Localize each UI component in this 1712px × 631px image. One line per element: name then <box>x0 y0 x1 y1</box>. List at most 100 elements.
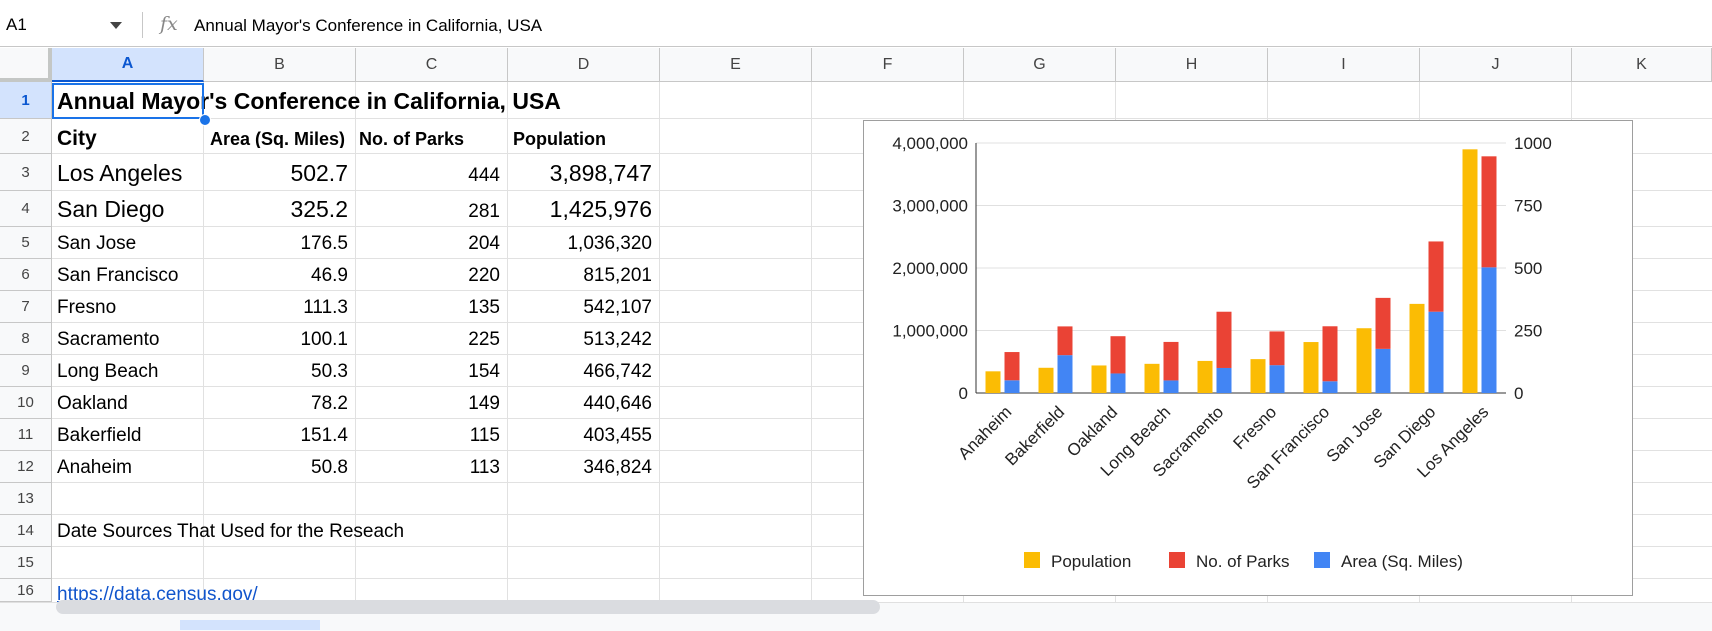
formula-input[interactable]: Annual Mayor's Conference in California,… <box>194 16 543 35</box>
cell-population[interactable]: 440,646 <box>583 393 652 414</box>
cell-population[interactable]: 815,201 <box>583 265 652 286</box>
column-header-d[interactable]: D <box>508 48 660 82</box>
row-header-1[interactable]: 1 <box>0 82 52 119</box>
row-header-9[interactable]: 9 <box>0 355 52 387</box>
cell-city[interactable]: Sacramento <box>57 329 160 350</box>
legend-label: No. of Parks <box>1196 552 1290 571</box>
row-header-6[interactable]: 6 <box>0 259 52 291</box>
cell-area[interactable]: 50.8 <box>311 457 348 478</box>
cell-area[interactable]: 176.5 <box>300 233 348 254</box>
cell-area[interactable]: 78.2 <box>311 393 348 414</box>
gridline <box>52 118 1712 119</box>
horizontal-scrollbar[interactable] <box>56 600 880 614</box>
cell-parks[interactable]: 149 <box>468 393 500 414</box>
cell-area[interactable]: 325.2 <box>290 196 348 222</box>
cell-population[interactable]: 403,455 <box>583 425 652 446</box>
cell-grid[interactable]: Annual Mayor's Conference in California,… <box>52 82 1712 602</box>
sheet-tab-active[interactable] <box>180 620 320 630</box>
cell-population[interactable]: 466,742 <box>583 361 652 382</box>
cell-city[interactable]: Anaheim <box>57 457 132 478</box>
legend-swatch <box>1024 552 1040 568</box>
left-axis-tick-label: 1,000,000 <box>892 322 968 341</box>
cell-city[interactable]: Oakland <box>57 393 128 414</box>
column-header-c[interactable]: C <box>356 48 508 82</box>
cell-area[interactable]: 502.7 <box>290 160 348 186</box>
select-all-corner[interactable] <box>0 48 52 82</box>
embedded-chart[interactable]: 0 0 1,000,000 250 2,000,000 500 3,000,000 750 4,… <box>863 120 1633 596</box>
column-header-g[interactable]: G <box>964 48 1116 82</box>
chevron-down-icon[interactable] <box>110 22 122 29</box>
cell-population[interactable]: 1,425,976 <box>549 196 652 222</box>
bar-area <box>1428 311 1444 393</box>
column-header-b[interactable]: B <box>204 48 356 82</box>
cell-area[interactable]: 46.9 <box>311 265 348 286</box>
cell-area[interactable]: 111.3 <box>303 297 348 318</box>
cell-parks[interactable]: 115 <box>469 425 500 446</box>
row-header-7[interactable]: 7 <box>0 291 52 323</box>
column-header-j[interactable]: J <box>1420 48 1572 82</box>
bar-area <box>1004 380 1020 393</box>
row-header-12[interactable]: 12 <box>0 451 52 483</box>
cell-population[interactable]: 3,898,747 <box>549 160 652 186</box>
cell-parks[interactable]: 204 <box>468 233 500 254</box>
row-header-13[interactable]: 13 <box>0 483 52 515</box>
row-header-11[interactable]: 11 <box>0 419 52 451</box>
cell-population[interactable]: 1,036,320 <box>567 233 652 254</box>
bar-population <box>1250 359 1266 393</box>
row-header-8[interactable]: 8 <box>0 323 52 355</box>
cell-city[interactable]: San Diego <box>57 196 165 222</box>
column-header-h[interactable]: H <box>1116 48 1268 82</box>
cell-area[interactable]: 151.4 <box>300 425 348 446</box>
cell-city[interactable]: Bakerfield <box>57 425 142 446</box>
column-header-e[interactable]: E <box>660 48 812 82</box>
row-header-14[interactable]: 14 <box>0 515 52 547</box>
cell-city[interactable]: Long Beach <box>57 361 159 382</box>
cell-city[interactable]: San Jose <box>57 233 137 254</box>
cell-city[interactable]: San Francisco <box>57 265 179 286</box>
column-header-k[interactable]: K <box>1572 48 1712 82</box>
column-header-i[interactable]: I <box>1268 48 1420 82</box>
row-header-2[interactable]: 2 <box>0 119 52 154</box>
bar-parks <box>1375 297 1391 349</box>
cell-parks[interactable]: 135 <box>468 297 500 318</box>
bar-parks <box>1322 326 1338 382</box>
row-header-15[interactable]: 15 <box>0 547 52 579</box>
cell-population[interactable]: 513,242 <box>583 329 652 350</box>
cell-area[interactable]: 50.3 <box>311 361 348 382</box>
sheet-title[interactable]: Annual Mayor's Conference in California,… <box>57 88 561 114</box>
cell-city[interactable]: Fresno <box>57 297 117 318</box>
row-header-3[interactable]: 3 <box>0 154 52 191</box>
sources-label[interactable]: Date Sources That Used for the Reseach <box>57 521 405 542</box>
cell-population[interactable]: 346,824 <box>583 457 652 478</box>
row-header-10[interactable]: 10 <box>0 387 52 419</box>
column-header-f[interactable]: F <box>812 48 964 82</box>
cell-parks[interactable]: 281 <box>468 201 500 222</box>
header-population[interactable]: Population <box>513 129 606 149</box>
name-box[interactable]: A1 <box>6 15 27 34</box>
source-link[interactable]: https://data.census.gov/ <box>57 584 258 602</box>
fill-handle[interactable] <box>199 114 211 126</box>
row-header-16[interactable]: 16 <box>0 579 52 602</box>
header-city[interactable]: City <box>57 127 97 150</box>
header-parks[interactable]: No. of Parks <box>359 129 465 149</box>
cell-city[interactable]: Los Angeles <box>57 160 183 186</box>
left-axis-tick-label: 3,000,000 <box>892 197 968 216</box>
bar-population <box>1197 360 1213 393</box>
cell-parks[interactable]: 444 <box>468 165 500 186</box>
bar-parks <box>1428 241 1444 312</box>
row-header-4[interactable]: 4 <box>0 191 52 227</box>
gridline <box>355 82 356 602</box>
bar-population <box>1091 365 1107 393</box>
cell-parks[interactable]: 154 <box>468 361 500 382</box>
header-area[interactable]: Area (Sq. Miles) <box>210 130 346 148</box>
row-header-5[interactable]: 5 <box>0 227 52 259</box>
cell-area[interactable]: 100.1 <box>300 329 348 350</box>
fx-icon: fx <box>160 13 178 35</box>
cell-parks[interactable]: 220 <box>468 265 500 286</box>
column-header-a[interactable]: A <box>52 48 204 82</box>
gridline <box>659 82 660 602</box>
bar-area <box>1322 381 1338 393</box>
cell-population[interactable]: 542,107 <box>583 297 652 318</box>
cell-parks[interactable]: 225 <box>468 329 500 350</box>
cell-parks[interactable]: 113 <box>469 457 500 478</box>
